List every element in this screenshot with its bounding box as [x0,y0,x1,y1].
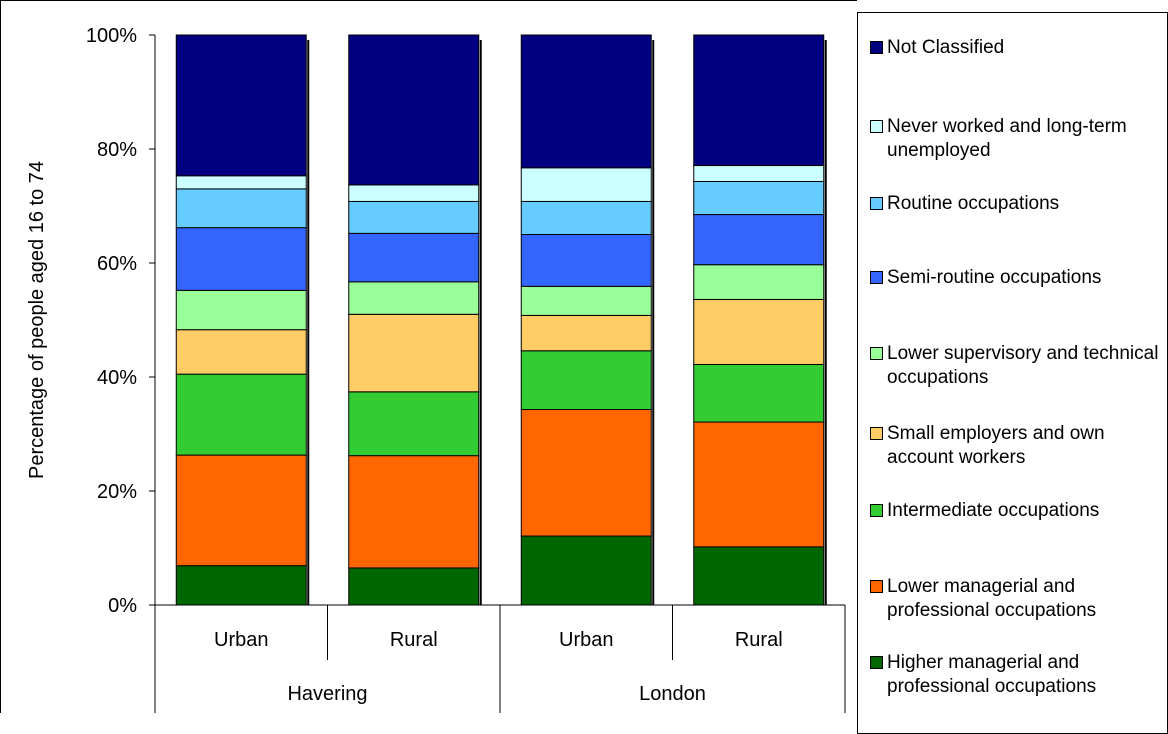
bar-segment [693,165,825,182]
y-tick-label: 100% [86,25,137,47]
bar-segment [175,329,307,375]
bar-segment [348,455,480,569]
legend-swatch [870,656,883,669]
y-tick-label: 40% [97,367,137,389]
bar-segment [520,34,652,169]
y-tick-label: 80% [97,139,137,161]
bar-segment [520,200,652,236]
bar-segment [520,234,652,287]
bar-segment [348,313,480,393]
plot-area: 0% 20% 40% 60% 80% 100% Percentage of people a… [0,0,857,713]
x-group-label: London [639,683,706,705]
bar-segment [520,167,652,202]
x-tick-label: Rural [390,629,438,651]
y-axis-title: Percentage of people aged 16 to 74 [26,161,48,479]
bar-segment [175,188,307,229]
legend-item: Not Classified [870,36,1165,60]
legend-swatch [870,580,883,593]
y-tick-label: 60% [97,253,137,275]
legend-item: Small employers and own account workers [870,422,1165,470]
bar-segment [175,175,307,190]
legend-swatch [870,504,883,517]
legend-label: Semi-routine occupations [887,267,1102,288]
legend-item: Lower supervisory and technical occupati… [870,342,1165,390]
legend-label: Lower managerial and professional occupa… [887,576,1097,621]
legend-item: Semi-routine occupations [870,266,1165,290]
bar-segment [520,314,652,352]
legend-swatch [870,197,883,210]
legend-item: Lower managerial and professional occupa… [870,575,1165,623]
legend-item: Routine occupations [870,192,1165,216]
bar-segment [520,285,652,316]
legend-swatch [870,120,883,133]
bar-segment [175,289,307,331]
legend-swatch [870,427,883,440]
legend-item: Intermediate occupations [870,499,1165,523]
x-group-label: Havering [287,683,367,705]
legend-label: Higher managerial and professional occup… [887,652,1097,697]
bar-segment [693,421,825,548]
bar-segment [693,214,825,266]
bar-segment [348,281,480,315]
legend-label: Intermediate occupations [887,500,1100,521]
bar-segment [175,34,307,177]
bar-segment [520,350,652,410]
x-tick-label: Urban [214,629,268,651]
bar-segment [348,184,480,202]
bar-segment [348,232,480,283]
legend-label: Routine occupations [887,193,1060,214]
bar-segment [520,535,652,606]
legend-label: Never worked and long-term unemployed [887,116,1127,161]
bar-segment [693,298,825,365]
legend: Not Classified Never worked and long-term… [857,0,1168,734]
legend-label: Not Classified [887,37,1005,58]
chart-border [0,0,857,713]
bar-segment [175,373,307,456]
legend-swatch [870,347,883,360]
bar-segment [693,363,825,423]
legend-swatch [870,271,883,284]
bar-segment [520,408,652,537]
x-tick-label: Urban [559,629,613,651]
bar-segment [175,565,307,606]
bar-segment [693,180,825,216]
y-tick-label: 0% [108,595,137,617]
x-tick-label: Rural [735,629,783,651]
bar-segment [348,34,480,186]
bar-segment [348,567,480,606]
legend-swatch [870,41,883,54]
legend-label: Lower supervisory and technical occupati… [887,343,1159,388]
legend-label: Small employers and own account workers [887,423,1105,468]
bar-segment [175,454,307,567]
bar-segment [693,34,825,167]
y-tick-label: 20% [97,481,137,503]
bar-segment [348,391,480,457]
legend-item: Never worked and long-term unemployed [870,115,1165,163]
bar-segment [175,227,307,291]
bar-segment [693,264,825,300]
legend-item: Higher managerial and professional occup… [870,651,1165,699]
bar-segment [348,200,480,234]
bar-segment [693,546,825,606]
